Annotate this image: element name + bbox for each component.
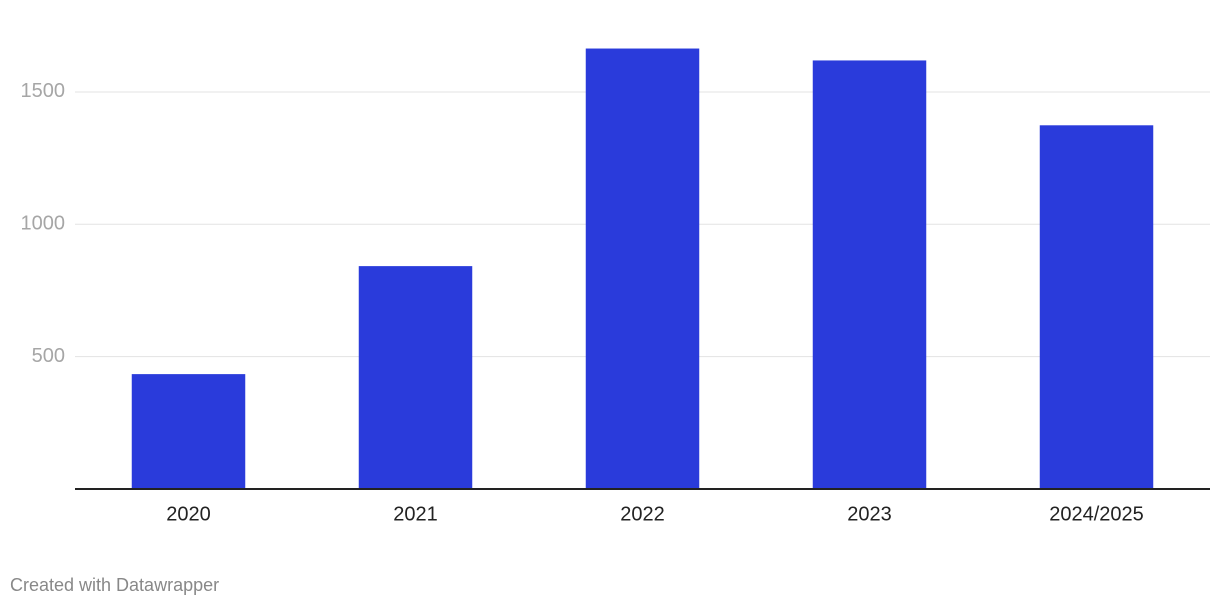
bar: [812, 60, 927, 490]
bar: [358, 266, 473, 489]
credit: Created with Datawrapper: [10, 575, 219, 595]
x-tick-label: 2022: [620, 503, 665, 525]
y-tick-label: 500: [32, 345, 65, 367]
x-tick-label: 2021: [393, 503, 438, 525]
bar: [1039, 125, 1154, 489]
y-tick-label: 1000: [21, 213, 66, 235]
bar: [585, 48, 700, 489]
y-tick-label: 1500: [21, 80, 66, 102]
x-tick-label: 2020: [166, 503, 211, 525]
x-tick-label: 2024/2025: [1049, 503, 1144, 525]
bar: [131, 374, 246, 489]
x-tick-label: 2023: [847, 503, 892, 525]
